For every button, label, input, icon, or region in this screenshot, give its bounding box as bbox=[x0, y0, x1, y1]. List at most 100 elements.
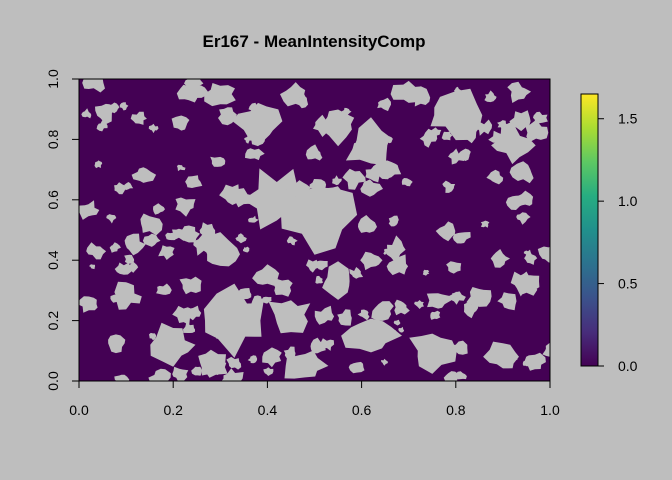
empty-region bbox=[291, 317, 302, 327]
empty-region bbox=[114, 262, 133, 275]
empty-region bbox=[94, 160, 103, 169]
y-tick-label: 0.4 bbox=[45, 250, 61, 270]
empty-region bbox=[542, 342, 550, 357]
x-tick-label: 0.8 bbox=[446, 402, 466, 418]
empty-region bbox=[524, 352, 546, 371]
empty-region bbox=[342, 168, 366, 190]
empty-region bbox=[371, 301, 394, 321]
x-tick-label: 0.4 bbox=[258, 402, 278, 418]
empty-region bbox=[386, 254, 409, 276]
x-axis: 0.0 0.2 0.4 0.6 0.8 1.0 bbox=[69, 380, 560, 418]
empty-region bbox=[79, 296, 98, 313]
empty-region bbox=[96, 120, 108, 132]
empty-region bbox=[393, 319, 401, 326]
empty-region bbox=[315, 260, 328, 271]
empty-region bbox=[114, 281, 142, 310]
empty-region bbox=[486, 169, 504, 185]
empty-region bbox=[140, 213, 163, 236]
empty-region bbox=[150, 322, 196, 367]
empty-region bbox=[153, 203, 165, 215]
empty-region bbox=[348, 361, 365, 374]
empty-region bbox=[247, 355, 258, 364]
empty-region bbox=[203, 283, 264, 358]
empty-region bbox=[179, 276, 202, 295]
empty-region bbox=[426, 293, 452, 309]
empty-region bbox=[235, 233, 247, 244]
empty-region bbox=[119, 102, 129, 111]
empty-region bbox=[286, 236, 298, 246]
empty-region bbox=[386, 235, 406, 264]
empty-region bbox=[148, 368, 171, 381]
empty-region bbox=[443, 371, 459, 381]
empty-region bbox=[109, 242, 121, 253]
empty-region bbox=[322, 261, 350, 300]
empty-region bbox=[497, 292, 517, 311]
empty-region bbox=[275, 187, 287, 198]
empty-region bbox=[337, 309, 352, 326]
empty-region bbox=[507, 353, 518, 362]
empty-region bbox=[245, 148, 265, 161]
empty-region bbox=[381, 358, 389, 366]
y-tick-label: 0.2 bbox=[45, 311, 61, 331]
empty-region bbox=[218, 107, 237, 126]
empty-region bbox=[172, 305, 193, 326]
colorbar bbox=[580, 93, 599, 367]
empty-region bbox=[288, 196, 303, 208]
empty-region bbox=[452, 120, 477, 144]
empty-region bbox=[82, 79, 105, 93]
empty-region bbox=[313, 114, 331, 137]
empty-region bbox=[131, 167, 157, 183]
empty-region bbox=[410, 86, 431, 107]
empty-region bbox=[452, 291, 461, 299]
empty-region bbox=[263, 367, 274, 376]
empty-region bbox=[251, 295, 266, 307]
empty-region bbox=[183, 322, 195, 333]
empty-region bbox=[446, 261, 462, 274]
empty-region bbox=[306, 259, 319, 273]
empty-region bbox=[450, 340, 468, 355]
empty-region bbox=[108, 102, 120, 114]
empty-region bbox=[86, 242, 107, 260]
colorbar-tick-label: 0.0 bbox=[618, 358, 638, 374]
empty-region bbox=[524, 253, 538, 265]
colorbar-axis: 0.0 0.5 1.0 1.5 bbox=[598, 111, 638, 374]
empty-region bbox=[185, 175, 203, 188]
empty-region bbox=[360, 179, 383, 197]
empty-region bbox=[315, 275, 323, 284]
empty-region bbox=[81, 108, 92, 119]
empty-region bbox=[505, 195, 528, 210]
empty-region bbox=[341, 107, 352, 117]
empty-region bbox=[427, 349, 436, 357]
empty-region bbox=[360, 251, 383, 271]
empty-region bbox=[456, 371, 467, 380]
y-tick-label: 0.8 bbox=[45, 129, 61, 149]
empty-region bbox=[158, 245, 175, 260]
empty-region bbox=[430, 310, 441, 320]
empty-region bbox=[422, 269, 430, 276]
empty-region bbox=[345, 117, 391, 166]
empty-region bbox=[287, 180, 311, 199]
empty-region bbox=[236, 288, 252, 300]
empty-region bbox=[297, 358, 313, 372]
empty-region bbox=[243, 246, 250, 253]
colorbar-tick-label: 1.0 bbox=[618, 193, 638, 209]
empty-region bbox=[414, 300, 424, 309]
empty-region bbox=[262, 296, 272, 304]
empty-region bbox=[341, 318, 402, 353]
empty-region bbox=[441, 131, 453, 141]
empty-region bbox=[193, 232, 214, 256]
empty-region bbox=[247, 128, 268, 146]
empty-region bbox=[388, 215, 399, 227]
empty-region bbox=[124, 254, 135, 264]
empty-region bbox=[172, 366, 189, 381]
empty-region bbox=[394, 299, 410, 316]
empty-region bbox=[149, 332, 157, 341]
empty-region bbox=[497, 120, 508, 131]
empty-region bbox=[332, 175, 342, 186]
y-axis: 0.0 0.2 0.4 0.6 0.8 1.0 bbox=[45, 69, 80, 391]
empty-region bbox=[401, 178, 413, 187]
colorbar-tick-label: 0.5 bbox=[618, 276, 638, 292]
empty-region bbox=[419, 128, 438, 148]
empty-region bbox=[205, 354, 228, 378]
empty-region bbox=[142, 233, 161, 247]
